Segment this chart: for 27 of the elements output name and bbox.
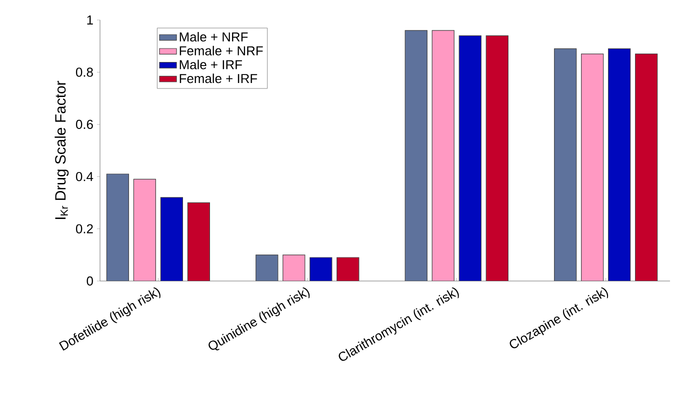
bar xyxy=(106,174,129,281)
bar xyxy=(160,197,183,281)
bar xyxy=(187,202,210,281)
bar xyxy=(282,254,306,281)
bar xyxy=(133,178,156,281)
bar xyxy=(404,30,428,281)
bar xyxy=(458,35,482,281)
y-tick-label: 0.8 xyxy=(76,68,93,77)
bar xyxy=(635,54,658,281)
bar xyxy=(310,257,332,281)
y-tick-label: 0 xyxy=(86,276,93,286)
legend-label: Female + IRF xyxy=(180,74,258,84)
y-tick-label: 0.2 xyxy=(76,224,93,234)
legend-label: Female + NRF xyxy=(180,46,263,56)
bar xyxy=(432,30,454,281)
legend-label: Male + NRF xyxy=(180,32,248,42)
y-tick-label: 0.4 xyxy=(76,172,94,182)
bar xyxy=(336,257,360,281)
y-tick-label: 0.6 xyxy=(76,120,93,129)
bar xyxy=(256,254,278,281)
legend-label: Male + IRF xyxy=(180,60,242,70)
bar xyxy=(554,48,577,281)
y-axis-title: I$_{Kr}$ Drug Scale Factor xyxy=(54,80,69,219)
bar xyxy=(608,48,631,281)
y-tick-label: 1 xyxy=(87,16,93,24)
bar xyxy=(581,54,604,281)
bar xyxy=(486,35,508,281)
